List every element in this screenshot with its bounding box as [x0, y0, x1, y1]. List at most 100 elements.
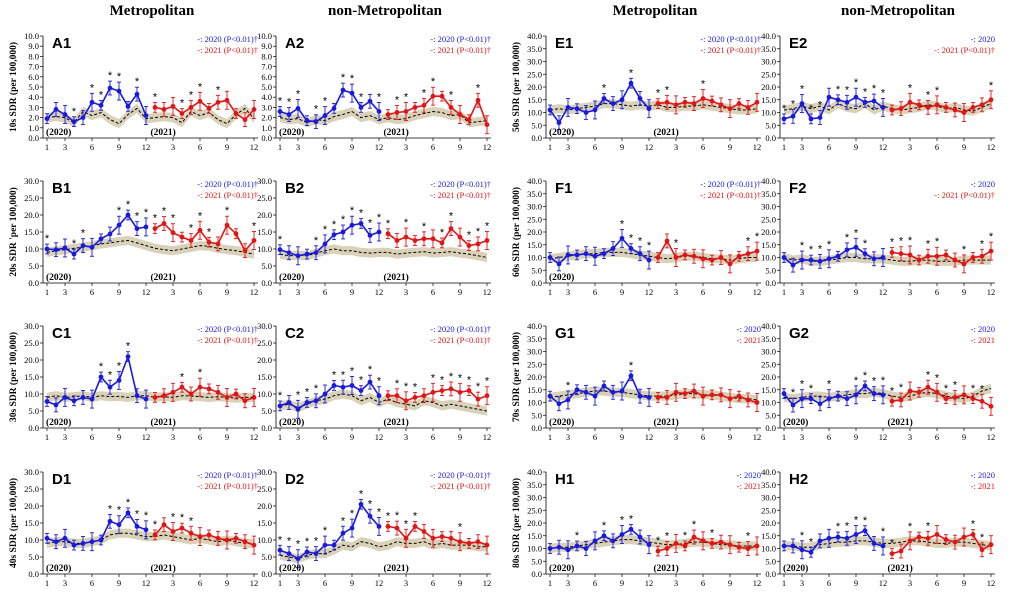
y-tick-label: 40.0 [527, 321, 542, 331]
series-2021-point [907, 538, 913, 544]
significance-star: * [818, 243, 823, 255]
legend-2021: -: 2021 (P<0.01)† [934, 45, 995, 55]
series-2020-point [862, 528, 868, 534]
significance-star: * [926, 238, 931, 250]
x-tick-label: 1 [782, 287, 786, 297]
x-tick-label: 9 [458, 142, 462, 152]
significance-star: * [171, 512, 176, 524]
significance-star: * [809, 244, 814, 256]
x-tick-label: 1 [548, 287, 552, 297]
y-tick-label: 5.0 [531, 556, 542, 566]
x-tick-label: 9 [854, 432, 858, 442]
significance-star: * [404, 518, 409, 530]
significance-star: * [449, 89, 454, 101]
y-tick-label: 0.0 [531, 133, 542, 143]
x-tick-label: 9 [350, 287, 354, 297]
significance-star: * [252, 221, 257, 233]
series-2021-point [718, 102, 724, 108]
y-tick-label: 10.0 [24, 389, 39, 399]
x-tick-label: 3 [296, 578, 300, 588]
x-tick-label: 9 [962, 578, 966, 588]
series-2021-point [466, 541, 472, 546]
series-2020-point [880, 392, 886, 398]
y-tick-label: 35.0 [761, 480, 776, 490]
y-tick-label: 15.0 [24, 518, 39, 528]
legend-2021: -: 2021 [971, 481, 995, 491]
x-tick-label: 1 [278, 432, 282, 442]
series-2021-point [736, 393, 742, 399]
significance-star: * [890, 538, 895, 550]
year-label-2021: (2021) [384, 563, 409, 574]
y-tick-label: 5.0 [765, 120, 776, 130]
x-tick-label: 3 [63, 432, 67, 442]
series-2021-point [709, 392, 715, 398]
series-2021-point [421, 393, 427, 399]
x-tick-label: 9 [854, 287, 858, 297]
series-2020-point [89, 539, 95, 545]
significance-star: * [746, 236, 751, 248]
series-2020-point [619, 97, 625, 103]
series-2020-point [871, 256, 877, 262]
series-2020-point [556, 544, 562, 550]
significance-star: * [971, 383, 976, 395]
series-2021-point [979, 253, 985, 259]
x-tick-label: 12 [483, 578, 492, 588]
panel-c2: 0.0 5.0 10.0 15.0 20.0 25.0 30.0 1 3 6 9 12 3 6 9 12 * * *… [257, 321, 491, 442]
series-2020-point [853, 392, 859, 398]
legend-2020: -: 2020 (P<0.01)† [430, 179, 491, 189]
significance-star: * [431, 76, 436, 88]
x-tick-label: 12 [483, 432, 492, 442]
y-tick-label: 0.0 [261, 423, 272, 433]
y-tick-label: 20.0 [527, 227, 542, 237]
x-tick-label: 12 [375, 287, 384, 297]
x-tick-label: 6 [935, 287, 939, 297]
x-tick-label: 3 [800, 432, 804, 442]
significance-star: * [180, 371, 185, 383]
series-2020-point [610, 101, 616, 106]
x-tick-label: 1 [45, 432, 49, 442]
panel-e1: 0.0 5.0 10.0 15.0 20.0 25.0 30.0 35.0 40.0 1 3 6 9 12… [511, 31, 761, 152]
y-tick-label: 3.0 [261, 102, 272, 112]
x-tick-label: 9 [962, 142, 966, 152]
significance-star: * [305, 536, 310, 548]
significance-star: * [854, 375, 859, 387]
significance-star: * [153, 213, 158, 225]
significance-star: * [278, 534, 283, 546]
series-2021-point [961, 110, 967, 115]
x-tick-label: 6 [701, 578, 705, 588]
reference-band [550, 535, 757, 554]
series-2021-point [206, 239, 212, 245]
x-tick-label: 3 [908, 432, 912, 442]
significance-star: * [980, 532, 985, 544]
y-tick-label: 15.0 [761, 531, 776, 541]
significance-star: * [989, 80, 994, 92]
significance-star: * [827, 239, 832, 251]
series-2021-point [736, 544, 742, 550]
x-tick-label: 3 [404, 287, 408, 297]
year-label-2020: (2020) [783, 417, 808, 428]
panel-label: H2 [789, 471, 808, 488]
series-2021-point [224, 395, 230, 400]
series-2021-point [988, 542, 994, 548]
panel-label: D2 [285, 471, 304, 488]
series-2020-point [116, 378, 122, 383]
series-2021-point [484, 238, 490, 243]
y-tick-label: 0.0 [531, 569, 542, 579]
series-2020-point [592, 393, 598, 399]
year-label-2021: (2021) [654, 563, 679, 574]
series-2020-point [880, 255, 886, 260]
y-tick-label: 4.0 [261, 92, 272, 102]
y-tick-label: 5.0 [531, 265, 542, 275]
y-tick-label: 0.0 [765, 278, 776, 288]
series-2021-point [943, 537, 949, 542]
y-tick-label: 30.0 [761, 493, 776, 503]
series-2021-point [170, 103, 176, 109]
y-tick-label: 10.0 [257, 535, 272, 545]
legend-2021: -: 2021 [737, 335, 761, 345]
panel-label: A2 [285, 35, 304, 52]
x-tick-label: 12 [879, 287, 888, 297]
series-2020-point [340, 87, 346, 93]
series-2020-point [619, 235, 625, 241]
significance-star: * [108, 70, 113, 82]
series-2021-point [925, 253, 931, 259]
